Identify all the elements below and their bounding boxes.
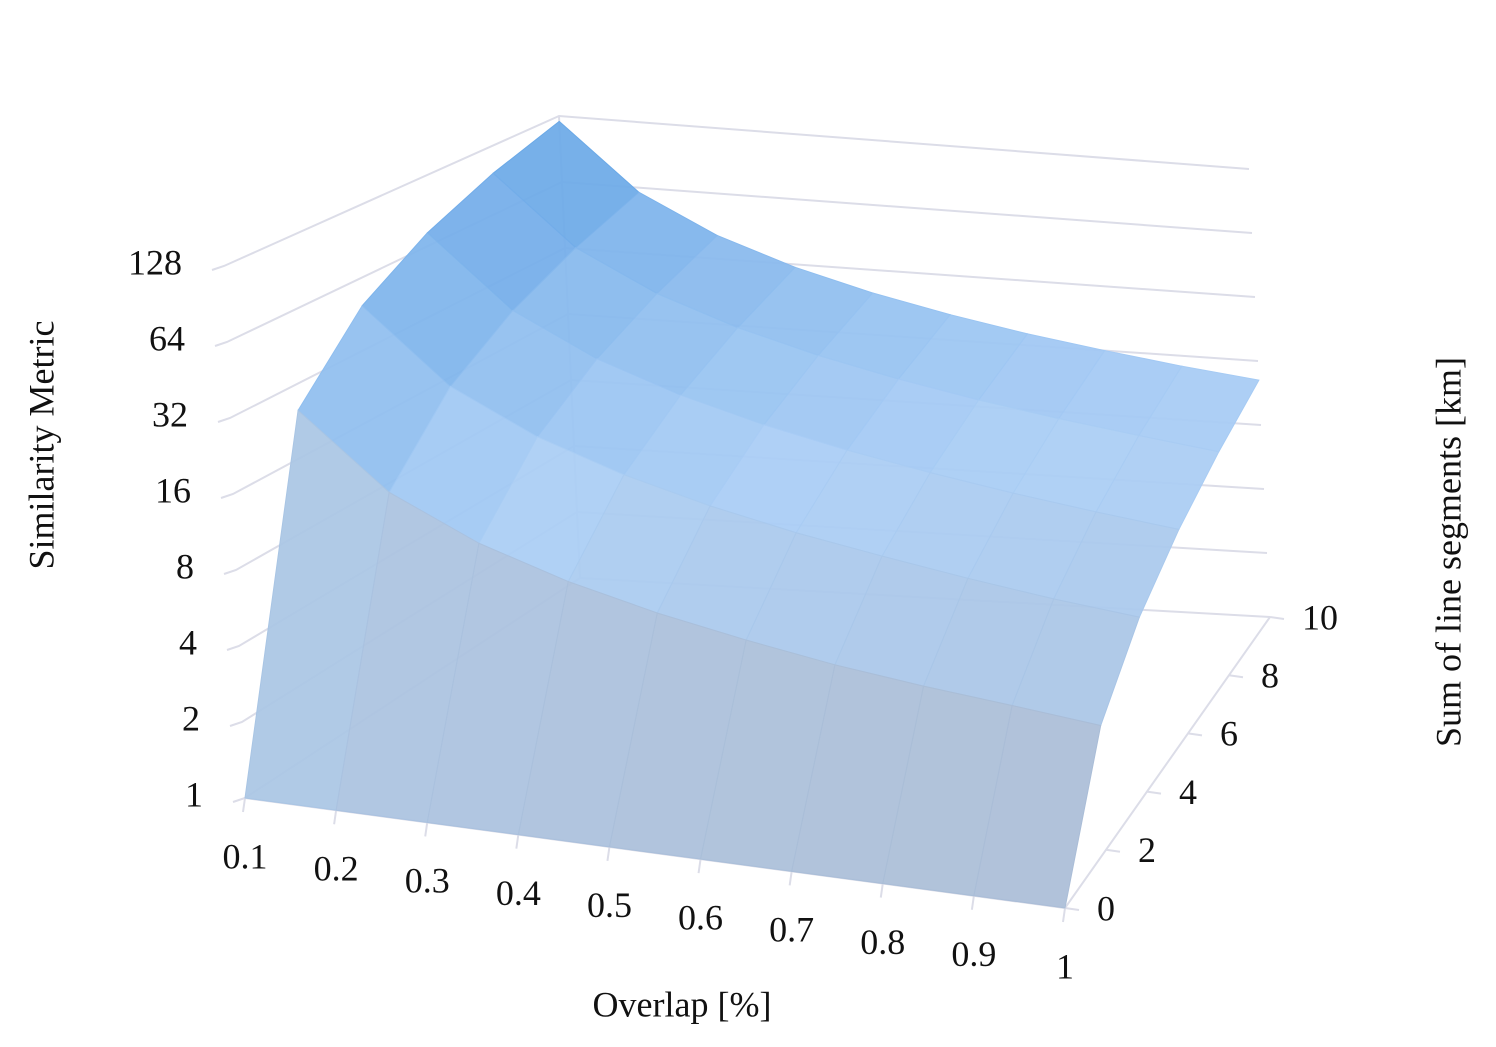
x-tick-label: 0.3 bbox=[405, 861, 450, 901]
z-tick-label: 64 bbox=[149, 318, 185, 358]
z-tick-label: 1 bbox=[185, 774, 203, 814]
z-tick-label: 32 bbox=[152, 394, 188, 434]
x-tick-label: 0.7 bbox=[769, 910, 814, 950]
y-tick-label: 8 bbox=[1261, 655, 1279, 695]
x-tick-label: 1 bbox=[1056, 946, 1074, 986]
x-tick bbox=[879, 883, 884, 898]
z-grid-line bbox=[211, 114, 1250, 271]
y-tick bbox=[1146, 790, 1162, 795]
x-tick bbox=[697, 858, 702, 874]
z-grid-line bbox=[214, 180, 1253, 347]
y-tick bbox=[1187, 732, 1203, 737]
y-tick-label: 4 bbox=[1179, 772, 1197, 812]
y-tick bbox=[1269, 616, 1285, 620]
y-tick-label: 10 bbox=[1302, 597, 1338, 637]
y-tick-label: 6 bbox=[1220, 714, 1238, 754]
z-tick-label: 128 bbox=[128, 242, 182, 282]
z-tick-label: 2 bbox=[182, 698, 200, 738]
x-tick bbox=[1062, 907, 1066, 923]
x-axis-label: Overlap [%] bbox=[593, 984, 772, 1024]
x-tick bbox=[242, 797, 246, 813]
labels: Overlap [%] Similarity Metric Sum of lin… bbox=[21, 242, 1468, 1024]
x-tick bbox=[788, 871, 793, 886]
z-axis-label: Similarity Metric bbox=[21, 321, 61, 570]
y-tick bbox=[1228, 674, 1244, 679]
surface-patch bbox=[973, 704, 1102, 909]
x-tick-label: 0.9 bbox=[951, 934, 996, 974]
z-tick-label: 8 bbox=[176, 546, 194, 586]
x-tick-label: 0.2 bbox=[314, 848, 359, 888]
z-tick-label: 16 bbox=[155, 470, 191, 510]
x-tick bbox=[333, 810, 338, 825]
x-tick-label: 0.1 bbox=[223, 836, 268, 876]
x-tick bbox=[515, 834, 520, 849]
y-tick bbox=[1064, 907, 1080, 911]
surface bbox=[244, 120, 1260, 909]
z-tick-label: 4 bbox=[179, 622, 197, 662]
x-tick-label: 0.4 bbox=[496, 873, 541, 913]
y-axis-label: Sum of line segments [km] bbox=[1428, 357, 1468, 747]
y-tick bbox=[1105, 848, 1121, 853]
y-tick-label: 0 bbox=[1097, 888, 1115, 928]
x-tick-label: 0.6 bbox=[678, 897, 723, 937]
x-tick bbox=[606, 846, 611, 862]
x-tick bbox=[970, 895, 975, 910]
x-tick-label: 0.8 bbox=[860, 922, 905, 962]
x-tick-label: 0.5 bbox=[587, 885, 632, 925]
x-tick bbox=[424, 822, 429, 837]
y-tick-label: 2 bbox=[1138, 830, 1156, 870]
